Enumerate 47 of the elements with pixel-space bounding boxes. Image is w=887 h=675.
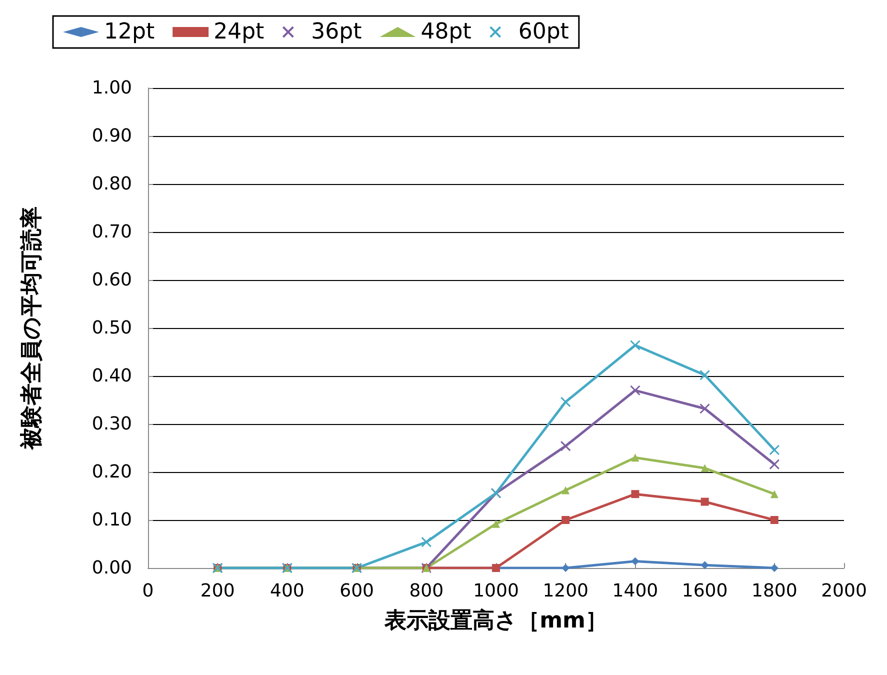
x-tick-label: 600 [340,580,374,602]
y-tick-label: 0.90 [92,126,132,146]
point [492,520,500,528]
point [700,498,709,506]
x-axis-title: 表示設置高さ［mm］ [384,608,608,634]
x-tick-label: 1400 [612,580,658,602]
x-tick-label: 800 [409,580,444,602]
x-tick-label: 200 [200,580,235,602]
point [421,536,432,548]
point [770,516,778,524]
legend-label: 48pt [420,20,472,44]
x-tick-label: 1000 [473,580,519,602]
x-tick-label: 400 [270,580,304,602]
point [631,557,640,566]
point [700,464,709,472]
x-tick-label: 0 [142,580,154,602]
point [700,370,710,380]
x-tick-label: 2000 [821,580,867,602]
point [631,490,640,498]
y-tick-label: 0.20 [92,462,132,482]
legend-label: 24pt [214,20,265,44]
point [631,454,640,462]
point [630,385,640,396]
point [700,561,709,570]
point [562,516,570,524]
y-tick-label: 0.30 [92,414,132,434]
y-tick-label: 0.60 [92,270,132,290]
x-tick-label: 1200 [542,580,589,602]
y-tick-label: 0.80 [92,174,132,194]
point [770,490,778,498]
point [769,444,780,456]
x-tick-label: 1600 [682,580,728,602]
y-tick-label: 1.00 [92,78,132,98]
y-tick-label: 0.00 [92,558,132,578]
y-axis-title: 被験者全員の平均可読率 [18,206,44,450]
point [700,403,710,414]
legend-label: 60pt [518,20,570,44]
y-tick-label: 0.50 [92,318,132,338]
legend-label: 12pt [104,20,155,44]
point [562,486,570,494]
y-tick-label: 0.10 [92,510,132,530]
legend-label: 36pt [311,20,362,44]
y-tick-label: 0.70 [92,222,132,242]
point [560,440,571,452]
point [769,459,780,470]
x-tick-label: 1800 [751,580,798,602]
y-tick-label: 0.40 [92,366,132,386]
